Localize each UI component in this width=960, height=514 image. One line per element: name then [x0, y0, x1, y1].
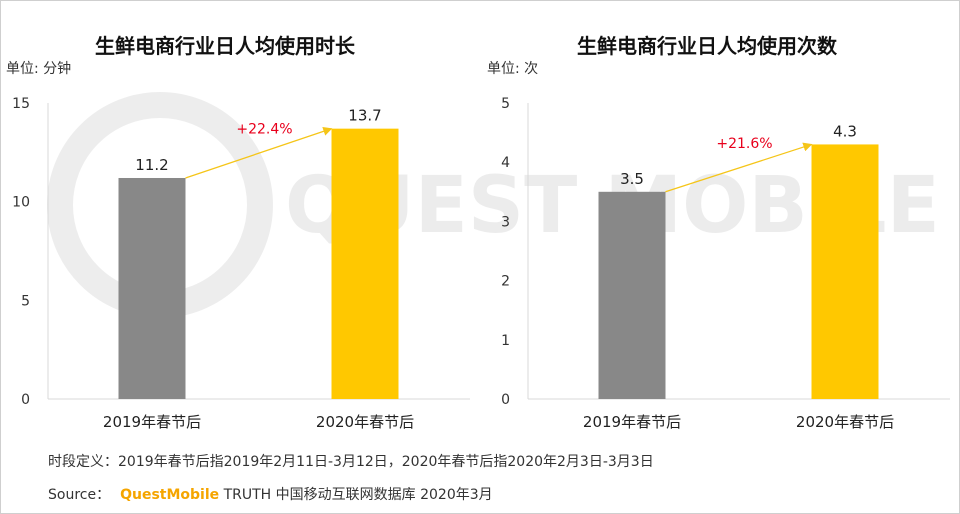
- y-tick-label-0-2: 10: [12, 195, 30, 211]
- x-tick-label-1-0: 2019年春节后: [583, 413, 681, 431]
- growth-arrow-0: [185, 126, 333, 179]
- bar-1-1: [811, 144, 879, 399]
- data-label-1-0: 3.5: [620, 170, 644, 188]
- y-tick-label-1-5: 5: [501, 96, 510, 112]
- data-label-0-0: 11.2: [135, 156, 168, 174]
- y-tick-label-1-3: 3: [501, 214, 510, 230]
- footnote: 时段定义：2019年春节后指2019年2月11日-3月12日，2020年春节后指…: [48, 454, 654, 470]
- source-rest: TRUTH 中国移动互联网数据库 2020年3月: [219, 487, 493, 503]
- x-tick-label-0-1: 2020年春节后: [316, 413, 414, 431]
- bar-0-1: [331, 128, 399, 400]
- x-tick-label-1-1: 2020年春节后: [796, 413, 894, 431]
- data-label-0-1: 13.7: [348, 107, 381, 125]
- y-tick-label-1-2: 2: [501, 274, 510, 290]
- y-tick-label-0-0: 0: [21, 392, 30, 408]
- y-tick-label-1-1: 1: [501, 333, 510, 349]
- bar-0-0: [118, 177, 186, 399]
- y-tick-label-1-4: 4: [501, 155, 510, 171]
- x-tick-label-0-0: 2019年春节后: [103, 413, 201, 431]
- growth-label-0: +22.4%: [236, 121, 292, 137]
- data-label-1-1: 4.3: [833, 122, 857, 140]
- bar-1-0: [598, 191, 666, 399]
- source-brand: QuestMobile: [120, 487, 220, 503]
- y-tick-label-0-1: 5: [21, 293, 30, 309]
- source-line: Source： QuestMobile TRUTH 中国移动互联网数据库 2020…: [48, 484, 493, 504]
- y-tick-label-1-0: 0: [501, 392, 510, 408]
- growth-arrow-1: [665, 142, 813, 193]
- unit-label-right: 单位: 次: [487, 61, 539, 77]
- unit-label-left: 单位: 分钟: [6, 61, 72, 77]
- source-prefix: Source：: [48, 487, 111, 503]
- growth-label-1: +21.6%: [716, 136, 772, 152]
- y-tick-label-0-3: 15: [12, 96, 30, 112]
- chart-title-right: 生鲜电商行业日人均使用次数: [577, 34, 837, 58]
- chart-title-left: 生鲜电商行业日人均使用时长: [95, 34, 355, 58]
